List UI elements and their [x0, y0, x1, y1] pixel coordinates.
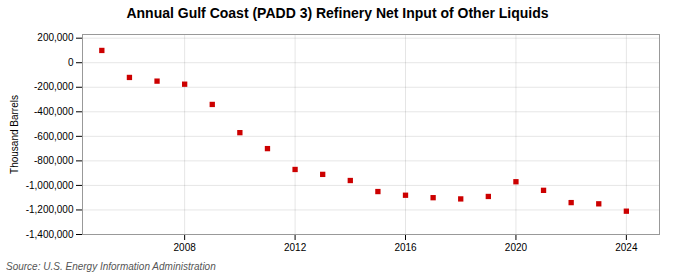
- svg-text:-600,000: -600,000: [34, 131, 74, 142]
- svg-text:-200,000: -200,000: [34, 81, 74, 92]
- svg-text:-1,400,000: -1,400,000: [26, 229, 74, 240]
- svg-text:2020: 2020: [505, 242, 528, 253]
- svg-text:-1,200,000: -1,200,000: [26, 204, 74, 215]
- svg-text:200,000: 200,000: [37, 32, 74, 43]
- svg-text:2012: 2012: [284, 242, 307, 253]
- svg-text:-800,000: -800,000: [34, 155, 74, 166]
- svg-text:2016: 2016: [394, 242, 417, 253]
- svg-text:0: 0: [68, 57, 74, 68]
- svg-text:-1,000,000: -1,000,000: [26, 180, 74, 191]
- svg-text:-400,000: -400,000: [34, 106, 74, 117]
- svg-text:Thousand Barrels: Thousand Barrels: [9, 95, 20, 174]
- svg-text:2008: 2008: [174, 242, 197, 253]
- html-text:Source: U.S. Energy Informatio: Source: U.S. Energy Information Administ…: [6, 261, 216, 272]
- html-text:Annual Gulf Coast (PADD 3) Ref: Annual Gulf Coast (PADD 3) Refinery Net …: [126, 5, 549, 21]
- svg-text:2024: 2024: [615, 242, 638, 253]
